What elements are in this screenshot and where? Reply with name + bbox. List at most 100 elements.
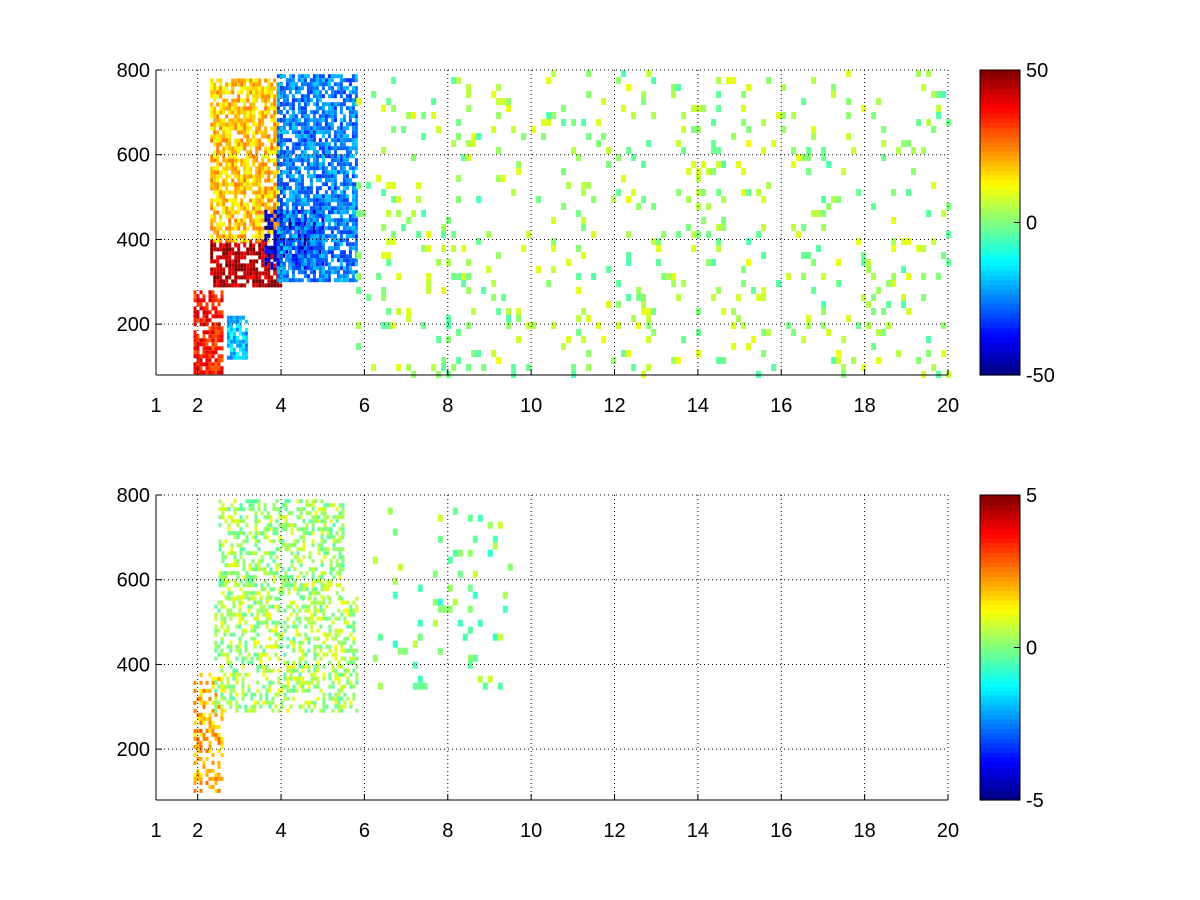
heatmap-cell xyxy=(261,194,265,199)
heatmap-cell xyxy=(205,748,209,753)
heatmap-cell xyxy=(641,91,647,98)
heatmap-cell xyxy=(246,263,250,268)
heatmap-cell xyxy=(351,262,355,267)
heatmap-cell xyxy=(312,209,316,214)
heatmap-cell xyxy=(222,150,226,155)
heatmap-cell xyxy=(315,82,319,87)
heatmap-cell xyxy=(324,226,328,231)
heatmap-cell xyxy=(267,174,271,179)
heatmap-cell xyxy=(260,555,264,560)
heatmap-cell xyxy=(277,636,281,641)
heatmap-cell xyxy=(213,190,217,195)
heatmap-cell xyxy=(216,194,220,199)
heatmap-cell xyxy=(199,366,203,371)
heatmap-cell xyxy=(333,166,337,171)
heatmap-cell xyxy=(243,134,247,139)
heatmap-cell xyxy=(294,122,298,127)
heatmap-cell xyxy=(271,700,275,705)
heatmap-cell xyxy=(324,138,328,143)
heatmap-cell xyxy=(228,146,232,151)
heatmap-cell xyxy=(193,306,197,311)
heatmap-cell xyxy=(355,648,359,653)
heatmap-cell xyxy=(219,110,223,115)
heatmap-cell xyxy=(276,233,280,238)
heatmap-cell xyxy=(298,704,302,709)
heatmap-cell xyxy=(281,579,285,584)
heatmap-cell xyxy=(245,571,249,576)
heatmap-region-3 xyxy=(372,507,513,690)
heatmap-cell xyxy=(302,527,306,532)
heatmap-cell xyxy=(421,210,427,217)
heatmap-cell xyxy=(466,273,472,280)
heatmap-cell xyxy=(716,238,722,245)
heatmap-cell xyxy=(345,242,349,247)
heatmap-cell xyxy=(776,112,782,119)
heatmap-cell xyxy=(376,273,382,280)
heatmap-cell xyxy=(273,118,277,123)
heatmap-cell xyxy=(314,567,318,572)
heatmap-cell xyxy=(396,196,402,203)
heatmap-cell xyxy=(225,138,229,143)
heatmap-cell xyxy=(273,267,277,272)
heatmap-cell xyxy=(289,640,293,645)
colorbar-swatch xyxy=(980,179,1020,185)
heatmap-cell xyxy=(285,158,289,163)
heatmap-cell xyxy=(276,270,280,275)
heatmap-cell xyxy=(199,358,203,363)
heatmap-cell xyxy=(255,122,259,127)
heatmap-cell xyxy=(196,314,200,319)
heatmap-cell xyxy=(322,596,326,601)
heatmap-cell xyxy=(199,672,203,677)
heatmap-cell xyxy=(199,318,203,323)
heatmap-cell xyxy=(232,355,236,360)
heatmap-cell xyxy=(219,142,223,147)
heatmap-cell xyxy=(252,102,256,107)
heatmap-cell xyxy=(220,326,224,331)
heatmap-cell xyxy=(354,94,358,99)
heatmap-cell xyxy=(329,567,333,572)
heatmap-cell xyxy=(303,226,307,231)
heatmap-cell xyxy=(220,696,224,701)
heatmap-cell xyxy=(196,294,200,299)
heatmap-cell xyxy=(238,343,242,348)
heatmap-cell xyxy=(267,271,271,276)
x-tick-label: 16 xyxy=(770,820,792,842)
heatmap-cell xyxy=(328,684,332,689)
heatmap-cell xyxy=(451,77,457,84)
heatmap-cell xyxy=(355,608,359,613)
heatmap-cell xyxy=(237,130,241,135)
heatmap-cell xyxy=(330,238,334,243)
heatmap-cell xyxy=(381,322,387,329)
heatmap-cell xyxy=(220,688,224,693)
heatmap-cell xyxy=(226,355,230,360)
heatmap-cell xyxy=(279,250,283,255)
heatmap-cell xyxy=(791,112,797,119)
heatmap-cell xyxy=(329,519,333,524)
heatmap-cell xyxy=(305,499,309,504)
heatmap-cell xyxy=(199,700,203,705)
heatmap-cell xyxy=(279,206,283,211)
heatmap-cell xyxy=(291,146,295,151)
heatmap-cell xyxy=(242,591,246,596)
heatmap-cell xyxy=(270,230,274,235)
heatmap-cell xyxy=(269,515,273,520)
heatmap-cell xyxy=(281,515,285,520)
heatmap-cell xyxy=(286,708,290,713)
heatmap-cell xyxy=(214,708,218,713)
heatmap-cell xyxy=(336,266,340,271)
heatmap-cell xyxy=(219,271,223,276)
heatmap-cell xyxy=(270,114,274,119)
heatmap-cell xyxy=(294,146,298,151)
heatmap-cell xyxy=(276,170,280,175)
heatmap-cell xyxy=(339,106,343,111)
heatmap-cell xyxy=(255,198,259,203)
colorbar-swatch xyxy=(980,79,1020,85)
heatmap-cell xyxy=(258,126,262,131)
heatmap-cell xyxy=(252,218,256,223)
heatmap-cell xyxy=(214,648,218,653)
heatmap-cell xyxy=(331,684,335,689)
heatmap-cell xyxy=(421,112,427,119)
heatmap-cell xyxy=(257,499,261,504)
heatmap-cell xyxy=(327,170,331,175)
heatmap-cell xyxy=(366,294,372,301)
